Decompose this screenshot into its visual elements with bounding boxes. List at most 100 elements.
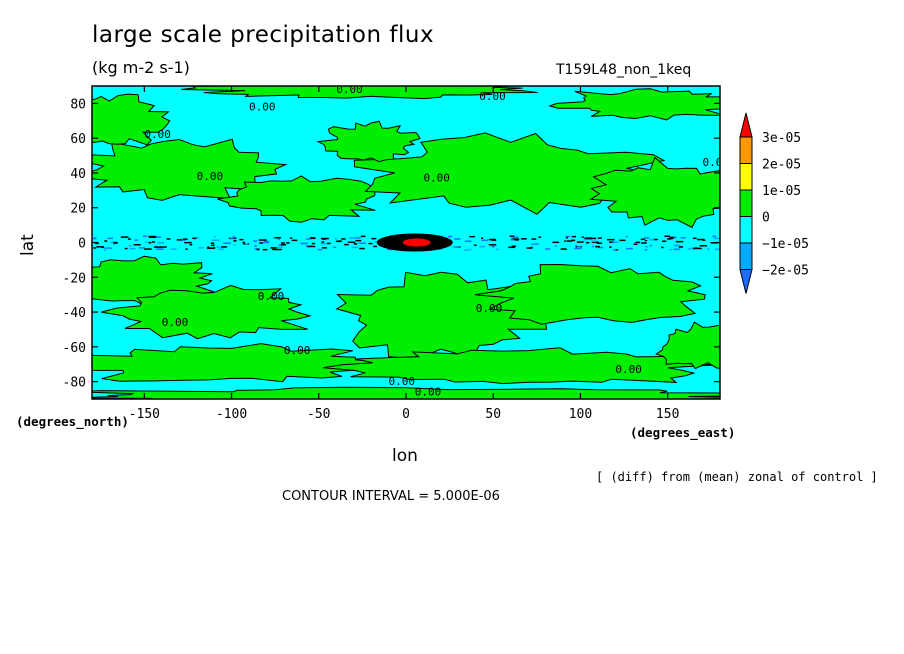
equatorial-noise [669, 236, 677, 239]
equatorial-noise [93, 237, 97, 239]
equatorial-noise [454, 238, 461, 240]
contour-label: 0.00 [615, 363, 642, 376]
equatorial-noise [496, 248, 499, 251]
equatorial-noise [280, 242, 285, 244]
equatorial-noise [633, 243, 638, 245]
equatorial-noise [545, 248, 551, 250]
equatorial-noise [538, 236, 542, 238]
equatorial-noise [694, 247, 698, 249]
equatorial-noise [185, 248, 188, 250]
equatorial-noise [452, 246, 460, 248]
equatorial-noise [113, 242, 118, 244]
equatorial-noise [144, 248, 152, 250]
equatorial-noise [595, 245, 600, 248]
equatorial-noise [619, 239, 626, 242]
equatorial-noise [626, 247, 633, 250]
contour-label: 0.00 [284, 344, 311, 357]
contour-label: 0.00 [703, 156, 730, 169]
equatorial-noise [139, 247, 145, 249]
equatorial-noise [154, 236, 161, 238]
equatorial-noise [597, 246, 604, 249]
equatorial-noise [334, 237, 338, 240]
equatorial-noise [210, 242, 215, 244]
equatorial-noise [258, 239, 267, 241]
run-id-label: T159L48_non_1keq [556, 62, 692, 78]
equatorial-noise [609, 241, 615, 243]
equatorial-noise [625, 235, 628, 238]
equatorial-noise [262, 248, 268, 251]
equatorial-noise [571, 239, 576, 242]
equatorial-noise [104, 249, 107, 251]
equatorial-noise [640, 238, 645, 241]
equatorial-noise [583, 238, 592, 240]
equatorial-noise [211, 244, 215, 247]
colorbar-label: 2e-05 [762, 158, 801, 173]
positive-region [100, 284, 313, 340]
equatorial-noise [233, 240, 237, 242]
equatorial-noise [194, 237, 200, 239]
equatorial-noise [464, 240, 472, 242]
positive-region [316, 120, 421, 163]
equatorial-noise [221, 246, 227, 248]
equatorial-noise [575, 244, 578, 247]
equatorial-noise [554, 245, 558, 247]
positive-region [92, 138, 288, 201]
equatorial-noise [371, 237, 377, 240]
equatorial-noise [512, 236, 519, 239]
equatorial-noise [678, 246, 683, 248]
positive-region [474, 263, 706, 325]
equatorial-noise [560, 248, 567, 250]
equatorial-noise [584, 237, 592, 239]
equatorial-noise [641, 242, 647, 244]
equatorial-noise [644, 249, 648, 251]
y-tick-label: 0 [78, 237, 86, 252]
y-tick-label: -80 [63, 376, 86, 391]
equatorial-noise [311, 242, 316, 245]
equatorial-noise [216, 246, 220, 248]
equatorial-noise [591, 245, 594, 248]
colorbar-bin [739, 189, 753, 217]
equatorial-noise [337, 240, 342, 242]
positive-region [655, 321, 720, 370]
colorbar: 3e-05 2e-05 1e-05 0 −1e-05 −2e-05 [739, 112, 809, 294]
equatorial-noise [239, 238, 244, 241]
equatorial-noise [464, 249, 469, 251]
colorbar-bin [739, 163, 753, 191]
equatorial-noise [644, 246, 649, 248]
contour-label: 0.00 [336, 83, 363, 96]
equatorial-noise [574, 247, 582, 250]
equatorial-noise [154, 246, 162, 248]
x-axis-units: (degrees_east) [630, 425, 736, 440]
equatorial-noise [157, 242, 164, 244]
equatorial-noise [359, 247, 365, 250]
equatorial-noise [291, 239, 298, 242]
equatorial-noise [353, 243, 358, 245]
equatorial-noise [290, 237, 293, 239]
equatorial-noise [145, 241, 148, 243]
equatorial-noise [612, 241, 619, 243]
equatorial-noise [652, 238, 658, 241]
equatorial-noise [552, 241, 560, 244]
equatorial-noise [565, 235, 570, 238]
equatorial-noise [332, 246, 337, 249]
equatorial-noise [714, 248, 720, 251]
equatorial-noise [571, 235, 576, 238]
equatorial-noise [675, 240, 684, 243]
equatorial-noise [344, 243, 349, 246]
equatorial-noise [307, 245, 316, 248]
equatorial-noise [113, 243, 116, 245]
equatorial-noise [387, 248, 394, 251]
equatorial-noise [341, 238, 346, 240]
equatorial-noise [368, 242, 373, 245]
equatorial-noise [321, 241, 325, 243]
equatorial-noise [104, 240, 108, 242]
equatorial-noise [591, 241, 597, 243]
contour-label: 0.00 [423, 172, 450, 185]
colorbar-label: −2e-05 [762, 264, 809, 279]
equatorial-noise [192, 237, 197, 240]
equatorial-noise [180, 239, 186, 242]
equatorial-noise [468, 248, 472, 251]
equatorial-noise [213, 236, 216, 238]
equatorial-noise [591, 240, 597, 243]
equatorial-noise [104, 247, 111, 249]
